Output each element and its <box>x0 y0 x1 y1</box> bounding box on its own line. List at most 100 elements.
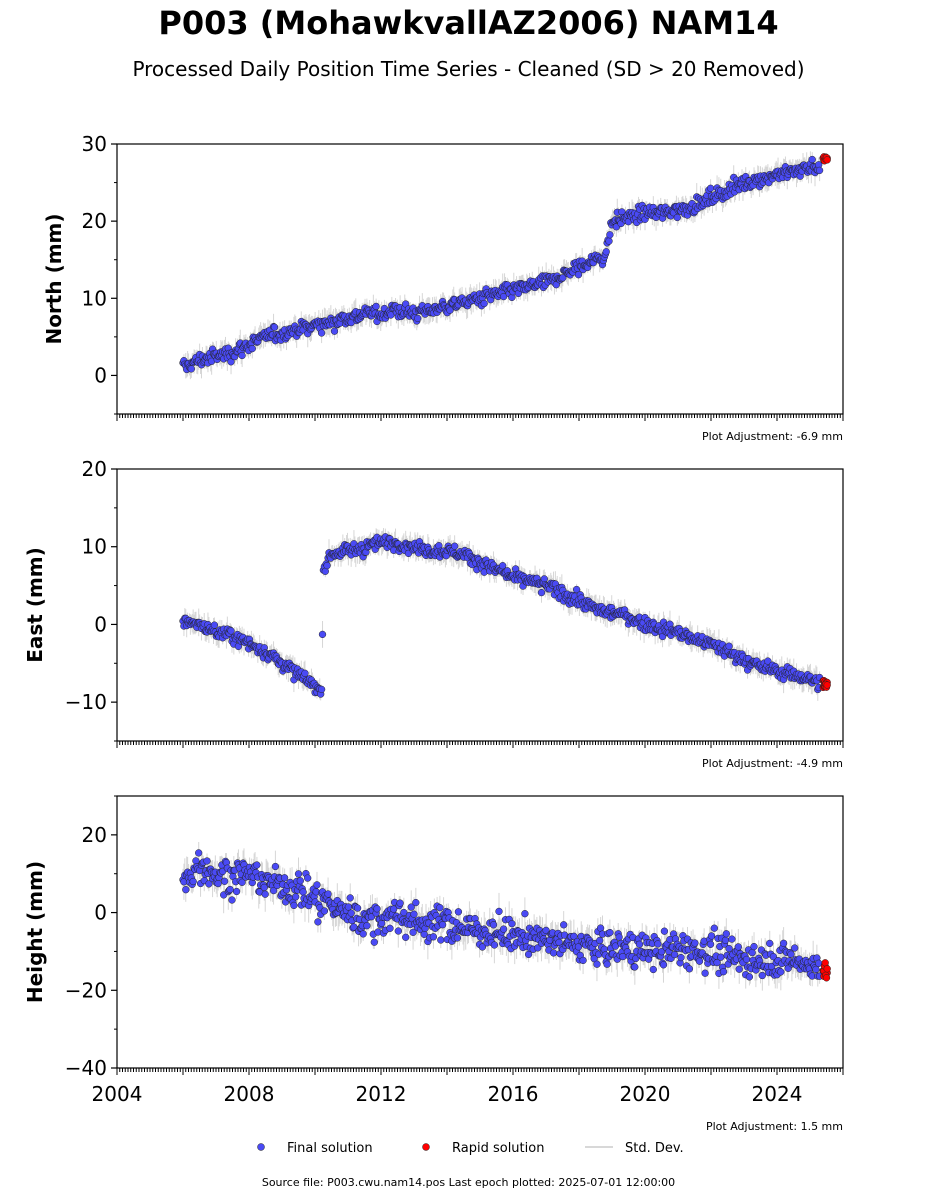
final-point <box>748 948 756 957</box>
final-point <box>189 877 197 886</box>
final-point <box>203 857 211 865</box>
final-point <box>719 968 728 976</box>
final-point <box>248 344 256 353</box>
final-point <box>370 938 378 946</box>
final-point <box>734 943 742 951</box>
final-point <box>330 327 339 335</box>
final-point <box>347 909 355 917</box>
final-point <box>412 898 420 907</box>
final-point <box>228 896 236 904</box>
y-tick-label: 0 <box>94 901 107 925</box>
final-point <box>745 973 754 981</box>
final-point <box>521 910 529 918</box>
final-point <box>320 907 329 915</box>
final-point <box>717 953 725 961</box>
final-point <box>579 956 587 965</box>
final-point <box>635 940 644 948</box>
panel-east: −10 0 10 20 East (mm) Plot Adjustment: -4.9 m… <box>23 457 844 770</box>
final-point <box>353 904 362 912</box>
final-point <box>670 950 679 959</box>
final-point <box>490 941 499 949</box>
chart-title: P003 (MohawkvallAZ2006) NAM14 <box>158 4 779 42</box>
final-point <box>304 874 312 882</box>
std-dev-bars <box>182 151 821 380</box>
final-point <box>396 899 404 907</box>
final-point <box>400 908 408 917</box>
y-axis-label: East (mm) <box>23 547 47 663</box>
final-point <box>495 907 503 916</box>
final-solution-points <box>179 155 824 374</box>
final-point <box>499 292 508 301</box>
final-point <box>605 237 613 245</box>
final-point <box>253 861 261 869</box>
final-point <box>685 965 694 973</box>
final-point <box>373 905 381 913</box>
final-point <box>187 365 195 373</box>
final-point <box>615 933 623 941</box>
rapid-point <box>823 156 831 164</box>
final-point <box>706 940 715 948</box>
final-point <box>758 971 766 980</box>
final-point <box>787 950 795 958</box>
final-point <box>593 960 601 968</box>
final-point <box>660 927 669 935</box>
final-point <box>707 932 716 940</box>
final-point <box>290 901 298 910</box>
final-point <box>572 585 581 594</box>
final-point <box>192 857 200 865</box>
final-point <box>323 561 331 570</box>
final-point <box>725 944 733 953</box>
final-point <box>742 955 751 964</box>
y-axis-label: North (mm) <box>42 213 66 344</box>
final-point <box>372 302 380 311</box>
plot-adjustment-label: Plot Adjustment: -6.9 mm <box>702 430 843 443</box>
final-point <box>499 562 507 570</box>
final-point <box>560 921 568 929</box>
final-point <box>537 588 546 597</box>
final-point <box>728 935 736 943</box>
rapid-point <box>822 974 831 982</box>
final-point <box>750 942 758 951</box>
final-point <box>453 934 462 942</box>
y-tick-label: 20 <box>82 209 107 233</box>
final-point <box>314 918 322 926</box>
final-point <box>791 944 799 952</box>
final-point <box>769 953 778 961</box>
axes-frame <box>116 468 844 742</box>
chart-subtitle: Processed Daily Position Time Series - C… <box>132 57 805 81</box>
final-point <box>779 939 788 947</box>
final-point <box>269 886 278 895</box>
y-tick-label: 10 <box>82 286 107 310</box>
y-tick-label: −10 <box>65 690 107 714</box>
final-point <box>574 943 583 951</box>
final-point <box>695 957 704 965</box>
final-point <box>226 885 234 894</box>
final-point <box>701 969 709 977</box>
final-point <box>710 924 718 932</box>
final-point <box>344 903 353 911</box>
final-point <box>451 542 459 550</box>
final-point <box>205 880 213 888</box>
final-point <box>195 849 203 857</box>
final-point <box>489 921 498 929</box>
final-point <box>570 932 578 940</box>
final-point <box>363 922 371 930</box>
final-point <box>407 903 415 911</box>
final-point <box>454 908 463 916</box>
final-point <box>292 893 300 901</box>
panel-north: 0 10 20 30 North (mm) Plot Adjustment: -6.9 m… <box>42 132 844 443</box>
rapid-solution-points <box>819 153 831 165</box>
y-tick-label: −40 <box>65 1056 107 1080</box>
final-point <box>631 963 639 971</box>
final-point <box>673 213 681 222</box>
final-point <box>478 943 487 951</box>
final-point <box>414 314 422 323</box>
rapid-solution-points <box>819 959 831 982</box>
final-point <box>210 621 219 629</box>
final-point <box>657 948 666 956</box>
final-point <box>659 961 668 969</box>
final-point <box>706 184 715 192</box>
final-point <box>317 685 326 694</box>
final-point <box>808 155 816 164</box>
